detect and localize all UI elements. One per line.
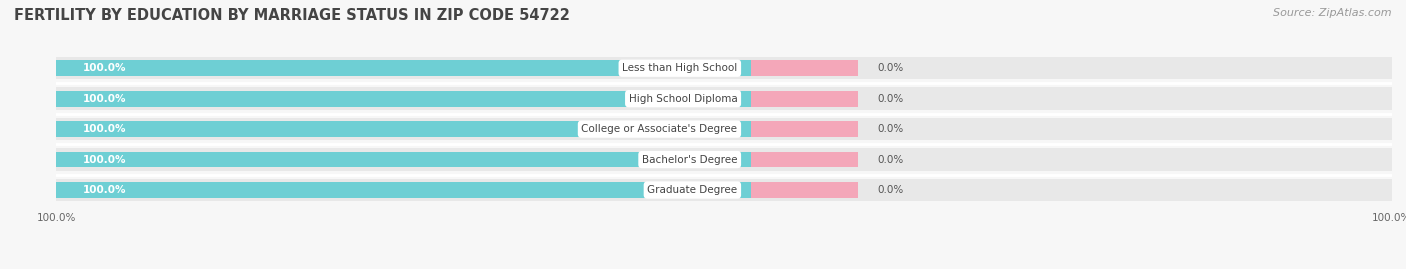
- Text: Less than High School: Less than High School: [623, 63, 738, 73]
- Text: 100.0%: 100.0%: [83, 124, 127, 134]
- Bar: [56, 121, 751, 137]
- Text: 0.0%: 0.0%: [877, 155, 904, 165]
- Text: FERTILITY BY EDUCATION BY MARRIAGE STATUS IN ZIP CODE 54722: FERTILITY BY EDUCATION BY MARRIAGE STATU…: [14, 8, 569, 23]
- Text: College or Associate's Degree: College or Associate's Degree: [582, 124, 738, 134]
- Text: 100.0%: 100.0%: [83, 63, 127, 73]
- Bar: [56, 57, 1392, 79]
- Bar: [56, 60, 751, 76]
- Bar: [56, 179, 1392, 201]
- Bar: [56, 179, 1392, 201]
- Bar: [56, 87, 1392, 110]
- Text: Graduate Degree: Graduate Degree: [647, 185, 738, 195]
- Text: High School Diploma: High School Diploma: [628, 94, 738, 104]
- Text: 100.0%: 100.0%: [83, 94, 127, 104]
- Legend: Married, Unmarried: Married, Unmarried: [648, 266, 800, 269]
- Bar: [751, 182, 858, 198]
- Bar: [56, 87, 1392, 110]
- Bar: [751, 91, 858, 107]
- Bar: [56, 152, 751, 168]
- Bar: [56, 148, 1392, 171]
- Bar: [751, 152, 858, 168]
- Text: 0.0%: 0.0%: [877, 124, 904, 134]
- Bar: [56, 118, 1392, 140]
- Bar: [56, 118, 1392, 140]
- Text: 0.0%: 0.0%: [877, 185, 904, 195]
- Bar: [751, 60, 858, 76]
- Text: 100.0%: 100.0%: [83, 185, 127, 195]
- Bar: [56, 148, 1392, 171]
- Bar: [56, 91, 751, 107]
- Bar: [751, 121, 858, 137]
- Text: 100.0%: 100.0%: [83, 155, 127, 165]
- Text: Bachelor's Degree: Bachelor's Degree: [643, 155, 738, 165]
- Text: Source: ZipAtlas.com: Source: ZipAtlas.com: [1274, 8, 1392, 18]
- Bar: [56, 57, 1392, 79]
- Text: 0.0%: 0.0%: [877, 94, 904, 104]
- Text: 0.0%: 0.0%: [877, 63, 904, 73]
- Bar: [56, 182, 751, 198]
